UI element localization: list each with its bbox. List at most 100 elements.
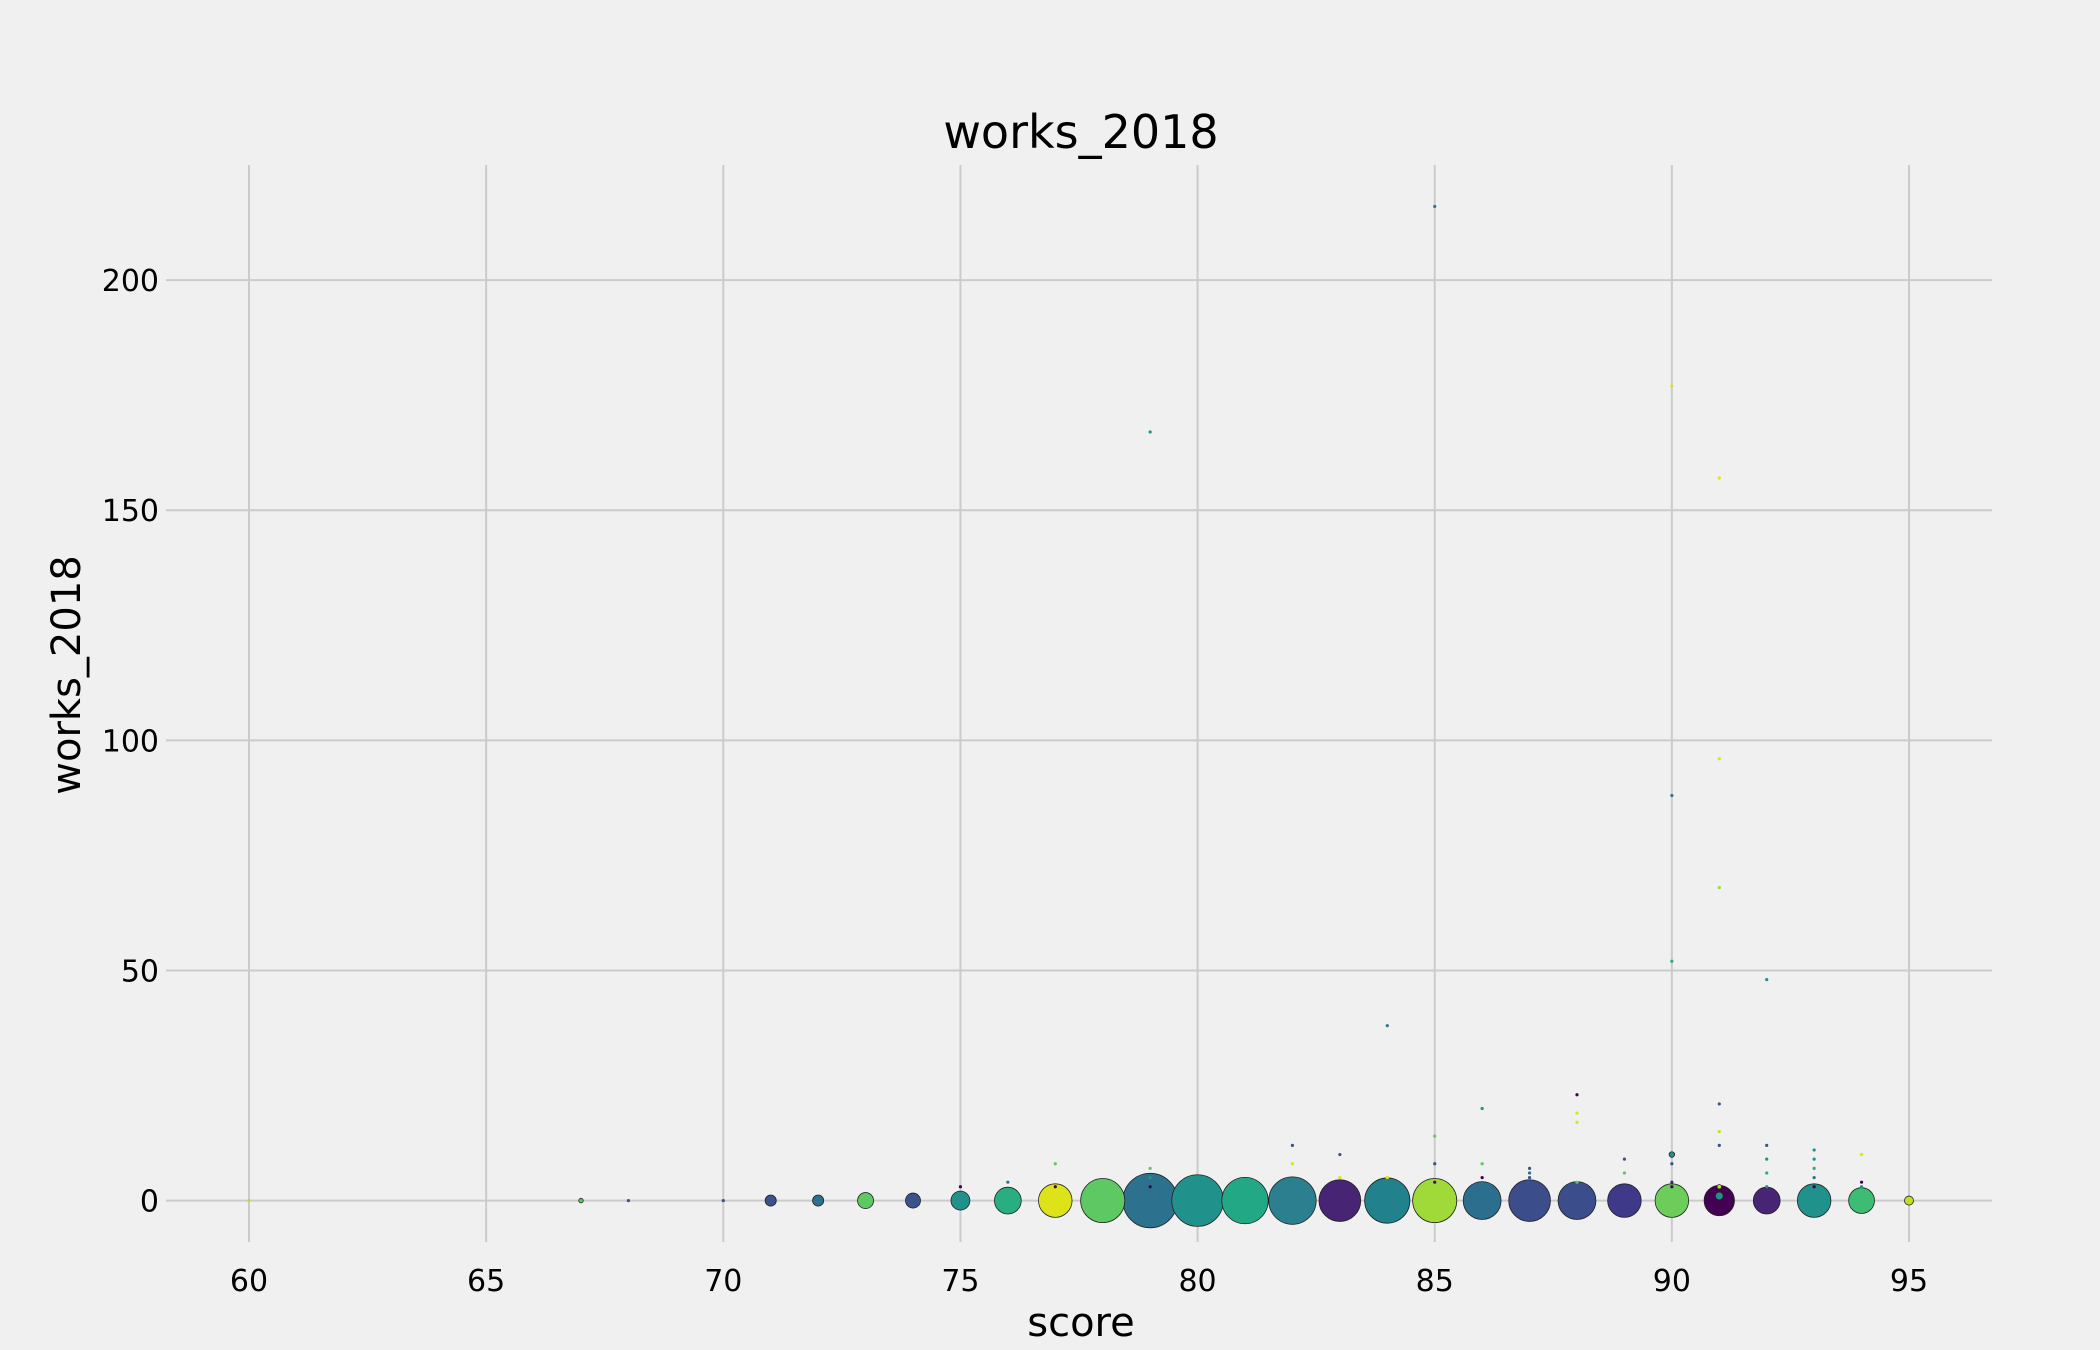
scatter-point (1412, 1178, 1458, 1224)
scatter-point (1812, 1175, 1816, 1180)
x-tick-label: 75 (941, 1264, 979, 1299)
scatter-point (1053, 1185, 1057, 1189)
scatter-point (1480, 1106, 1484, 1111)
y-tick-label: 0 (140, 1185, 159, 1220)
scatter-point (1575, 1093, 1579, 1097)
scatter-point (1859, 1152, 1864, 1157)
scatter-point (1338, 1152, 1342, 1157)
scatter-point (1221, 1176, 1269, 1225)
scatter-point (1717, 757, 1721, 761)
x-tick-label: 70 (704, 1264, 742, 1299)
scatter-point (1290, 1162, 1295, 1166)
y-tick-label: 50 (121, 954, 159, 989)
scatter-point (1433, 1180, 1437, 1184)
scatter-point (1703, 1184, 1735, 1217)
scatter-point (1668, 1151, 1676, 1158)
scatter-point (1670, 793, 1674, 798)
scatter-point (1385, 1175, 1389, 1180)
x-tick-label: 95 (1890, 1264, 1928, 1299)
scatter-point (1812, 1166, 1816, 1170)
scatter-point (1053, 1162, 1057, 1166)
scatter-point (1575, 1120, 1579, 1124)
scatter-point (1575, 1180, 1579, 1184)
grid-layer (166, 165, 1992, 1242)
scatter-point (1717, 1102, 1721, 1106)
scatter-point (1171, 1174, 1224, 1227)
scatter-point (1607, 1183, 1642, 1218)
scatter-point (1670, 959, 1674, 963)
scatter-point (1717, 1129, 1721, 1134)
x-tick-label: 60 (230, 1264, 268, 1299)
x-axis-label: score (1027, 1300, 1134, 1346)
scatter-point (1148, 1185, 1152, 1189)
y-tick-label: 200 (102, 264, 159, 299)
scatter-point (1148, 1175, 1152, 1180)
scatter-point (1717, 1143, 1721, 1147)
scatter-point (1716, 1184, 1722, 1190)
scatter-point (1364, 1177, 1411, 1224)
scatter-point (1765, 1157, 1769, 1161)
scatter-point (812, 1194, 825, 1207)
scatter-point (950, 1190, 971, 1211)
scatter-point (1575, 1111, 1579, 1115)
scatter-point (1480, 1175, 1484, 1180)
tick-layer: 60 65 70 75 80 85 90 95 0 50 100 150 200 (102, 264, 1928, 1299)
scatter-point (1006, 1180, 1010, 1184)
scatter-point (1765, 978, 1769, 982)
point-layer (247, 204, 1914, 1229)
scatter-point (1622, 1157, 1627, 1161)
scatter-point (1148, 430, 1152, 434)
scatter-point (1080, 1178, 1126, 1224)
scatter-point (1717, 886, 1721, 890)
scatter-point (1433, 1134, 1437, 1138)
scatter-point (1812, 1157, 1816, 1161)
scatter-point (578, 1197, 584, 1204)
scatter-point (905, 1192, 921, 1209)
scatter-point (1148, 1166, 1152, 1170)
scatter-point (1796, 1183, 1832, 1218)
scatter-point (1859, 1180, 1864, 1184)
scatter-point (1752, 1186, 1781, 1215)
scatter-point (247, 1198, 251, 1203)
scatter-point (1462, 1181, 1502, 1220)
scatter-point (1433, 204, 1437, 209)
x-tick-label: 90 (1653, 1264, 1691, 1299)
scatter-point (1670, 1180, 1674, 1184)
scatter-point (1622, 1171, 1627, 1175)
scatter-point (1038, 1183, 1073, 1218)
scatter-point (1812, 1148, 1816, 1152)
scatter-point (994, 1186, 1022, 1215)
scatter-point (1765, 1185, 1769, 1189)
scatter-point (1385, 1024, 1389, 1028)
scatter-point (626, 1198, 631, 1203)
scatter-point (1527, 1166, 1532, 1170)
y-axis-label: works_2018 (44, 555, 90, 794)
scatter-point (764, 1194, 777, 1207)
scatter-point (958, 1185, 963, 1189)
scatter-point (1670, 384, 1674, 388)
scatter-point (1904, 1195, 1914, 1206)
scatter-point (721, 1198, 725, 1203)
scatter-point (1670, 1162, 1674, 1166)
scatter-point (1338, 1175, 1342, 1180)
x-tick-label: 85 (1416, 1264, 1454, 1299)
x-tick-label: 80 (1178, 1264, 1216, 1299)
scatter-point (857, 1192, 874, 1209)
chart-title: works_2018 (943, 105, 1218, 159)
scatter-point (1433, 1162, 1437, 1166)
scatter-point (1122, 1172, 1178, 1229)
scatter-point (1859, 1185, 1864, 1189)
scatter-point (1714, 1191, 1724, 1201)
y-tick-label: 150 (102, 494, 159, 529)
scatter-point (1290, 1143, 1295, 1147)
x-tick-label: 65 (467, 1264, 505, 1299)
scatter-point (1557, 1181, 1597, 1220)
scatter-point (1670, 1185, 1674, 1189)
scatter-point (1765, 1171, 1769, 1175)
scatter-point (1717, 476, 1721, 480)
y-tick-label: 100 (102, 724, 159, 759)
scatter-point (1480, 1162, 1484, 1166)
scatter-point (1318, 1179, 1362, 1222)
scatter-point (1268, 1176, 1317, 1225)
